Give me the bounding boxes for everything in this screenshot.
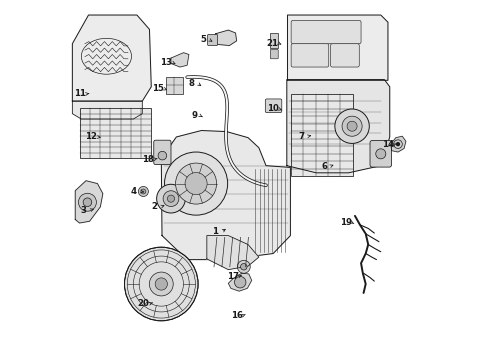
Circle shape bbox=[164, 152, 227, 215]
Polygon shape bbox=[228, 273, 251, 291]
FancyBboxPatch shape bbox=[290, 44, 328, 67]
FancyBboxPatch shape bbox=[207, 35, 217, 45]
Text: 19: 19 bbox=[339, 218, 351, 227]
FancyBboxPatch shape bbox=[165, 77, 183, 94]
FancyBboxPatch shape bbox=[80, 108, 151, 158]
Text: 8: 8 bbox=[188, 79, 194, 88]
FancyBboxPatch shape bbox=[270, 49, 278, 59]
FancyBboxPatch shape bbox=[290, 94, 352, 176]
Circle shape bbox=[78, 193, 96, 211]
Circle shape bbox=[395, 142, 399, 146]
Polygon shape bbox=[214, 30, 236, 45]
Text: 9: 9 bbox=[191, 111, 197, 120]
Text: 12: 12 bbox=[85, 132, 97, 141]
Polygon shape bbox=[161, 131, 290, 260]
Text: 2: 2 bbox=[151, 202, 157, 211]
Text: 17: 17 bbox=[226, 271, 239, 280]
Circle shape bbox=[237, 260, 250, 273]
Polygon shape bbox=[286, 80, 389, 173]
Circle shape bbox=[334, 109, 368, 143]
Circle shape bbox=[124, 247, 198, 321]
Text: 6: 6 bbox=[321, 162, 326, 171]
Text: 13: 13 bbox=[160, 58, 172, 67]
Circle shape bbox=[158, 151, 166, 160]
Polygon shape bbox=[287, 15, 387, 80]
Circle shape bbox=[375, 149, 385, 159]
FancyBboxPatch shape bbox=[290, 21, 360, 44]
Circle shape bbox=[346, 121, 356, 131]
Circle shape bbox=[138, 186, 148, 197]
Polygon shape bbox=[72, 15, 151, 101]
Text: 3: 3 bbox=[81, 206, 87, 215]
Circle shape bbox=[341, 116, 362, 136]
Polygon shape bbox=[75, 181, 102, 223]
Circle shape bbox=[240, 264, 246, 270]
Text: 5: 5 bbox=[200, 35, 206, 44]
Polygon shape bbox=[390, 136, 405, 152]
Circle shape bbox=[163, 191, 179, 207]
Text: 20: 20 bbox=[137, 299, 149, 308]
Text: 11: 11 bbox=[74, 89, 86, 98]
Polygon shape bbox=[72, 101, 142, 119]
FancyBboxPatch shape bbox=[369, 140, 391, 167]
FancyBboxPatch shape bbox=[153, 140, 171, 165]
Circle shape bbox=[167, 195, 174, 202]
Text: 18: 18 bbox=[142, 155, 154, 164]
FancyBboxPatch shape bbox=[330, 44, 359, 67]
Circle shape bbox=[234, 276, 245, 288]
Text: 4: 4 bbox=[131, 187, 137, 196]
FancyBboxPatch shape bbox=[270, 33, 278, 48]
Text: 14: 14 bbox=[381, 140, 393, 149]
Circle shape bbox=[156, 184, 185, 213]
Text: 10: 10 bbox=[267, 104, 279, 113]
Text: 7: 7 bbox=[298, 132, 305, 141]
Circle shape bbox=[83, 198, 92, 207]
Text: 1: 1 bbox=[212, 228, 218, 237]
Circle shape bbox=[184, 172, 207, 195]
Text: 15: 15 bbox=[151, 84, 163, 93]
FancyBboxPatch shape bbox=[265, 99, 281, 113]
Circle shape bbox=[141, 189, 145, 194]
Circle shape bbox=[155, 278, 167, 290]
Text: 21: 21 bbox=[266, 39, 278, 48]
Polygon shape bbox=[206, 235, 258, 270]
Circle shape bbox=[149, 272, 173, 296]
Circle shape bbox=[175, 163, 216, 204]
Polygon shape bbox=[171, 53, 188, 67]
Text: 16: 16 bbox=[230, 311, 242, 320]
